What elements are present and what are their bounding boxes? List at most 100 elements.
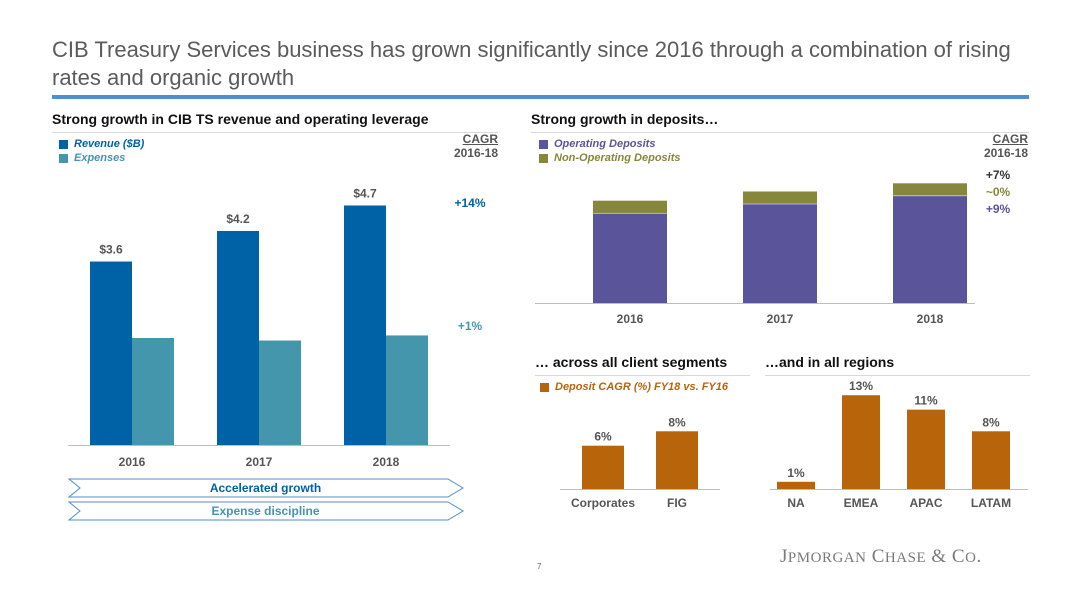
- revenue-bar: [217, 230, 259, 445]
- deposit-cagr-bar-label: 8%: [668, 415, 686, 429]
- revenue-bar-label: $4.2: [226, 212, 250, 226]
- logo-glyph: P: [787, 550, 797, 566]
- logo-glyph: H: [884, 550, 897, 566]
- operating-deposits-bar: [593, 212, 667, 303]
- revenue-bar: [90, 261, 132, 445]
- x-tick-label: APAC: [909, 496, 942, 510]
- logo-glyph: A: [896, 550, 908, 566]
- deposit-cagr-bar-label: 1%: [787, 466, 805, 480]
- x-tick-label: Corporates: [571, 496, 635, 510]
- revenue-expenses-chart: $3.6 2016 $4.2 2017 $4.7 2018: [68, 186, 450, 469]
- legend-item-non-operating: Non-Operating Deposits: [539, 151, 681, 165]
- non-operating-deposits-bar: [893, 183, 967, 196]
- company-logo-text: JPMORGAN CHASE & CO.: [780, 546, 982, 567]
- legend-label-revenue: Revenue ($B): [74, 138, 145, 150]
- deposits-cagr-operating: +9%: [985, 202, 1011, 216]
- legend-swatch-operating: [539, 139, 548, 149]
- x-tick-label: 2018: [373, 455, 400, 469]
- logo-glyph: O: [810, 550, 822, 566]
- deposits-cagr-total: +7%: [985, 168, 1011, 182]
- expenses-bar: [259, 340, 301, 445]
- arrow-band-expense: [68, 501, 464, 521]
- deposit-cagr-bar: [907, 409, 945, 489]
- logo-glyph: N: [855, 550, 867, 566]
- legend-swatch-revenue: [59, 139, 68, 149]
- deposit-cagr-bar: [842, 395, 880, 489]
- segments-section-heading: … across all client segments: [535, 354, 750, 376]
- non-operating-deposits-bar: [593, 200, 667, 213]
- legend-item-deposit-cagr: Deposit CAGR (%) FY18 vs. FY16: [540, 380, 728, 394]
- x-tick-label: 2017: [246, 455, 273, 469]
- company-logo: JPMORGAN CHASE & CO.: [780, 546, 982, 568]
- title-rule: [52, 95, 1029, 99]
- arrow-bands: [68, 478, 464, 521]
- operating-deposits-bar: [743, 203, 817, 303]
- x-tick-label: LATAM: [971, 496, 1011, 510]
- legend-swatch-non-operating: [539, 153, 548, 163]
- revenue-section-heading: Strong growth in CIB TS revenue and oper…: [52, 111, 498, 133]
- revenue-cagr-period: 2016-18: [453, 146, 498, 160]
- x-tick-label: EMEA: [844, 496, 879, 510]
- expenses-bar: [132, 337, 174, 445]
- x-tick-label: FIG: [667, 496, 687, 510]
- arrow-band-growth: [68, 478, 464, 498]
- slide-title: CIB Treasury Services business has grown…: [52, 37, 1011, 90]
- revenue-bar-label: $3.6: [99, 243, 123, 257]
- deposit-cagr-bar: [582, 445, 624, 489]
- deposit-cagr-bar-label: 6%: [594, 430, 612, 444]
- segments-legend: Deposit CAGR (%) FY18 vs. FY16: [540, 380, 728, 394]
- revenue-bar: [344, 205, 386, 445]
- non-operating-deposits-bar: [743, 191, 817, 204]
- logo-glyph: J: [780, 546, 788, 567]
- arrow-label-growth: Accelerated growth: [209, 481, 322, 495]
- logo-glyph: .: [976, 546, 982, 567]
- legend-swatch-expenses: [59, 153, 68, 163]
- x-tick-label: NA: [787, 496, 805, 510]
- logo-glyph: M: [796, 550, 811, 566]
- revenue-bar-label: $4.7: [353, 186, 377, 200]
- logo-glyph: R: [821, 550, 833, 566]
- expenses-cagr-value: +1%: [457, 319, 483, 333]
- deposit-cagr-bar: [656, 431, 698, 489]
- logo-glyph: E: [916, 550, 927, 566]
- legend-label-deposit-cagr: Deposit CAGR (%) FY18 vs. FY16: [555, 381, 728, 393]
- x-tick-label: 2016: [617, 312, 644, 326]
- expenses-bar: [386, 335, 428, 445]
- deposits-section-heading: Strong growth in deposits…: [531, 111, 1029, 133]
- x-tick-label: 2018: [917, 312, 944, 326]
- logo-glyph: C: [951, 546, 966, 567]
- deposit-cagr-bar: [777, 481, 815, 489]
- logo-glyph: G: [832, 550, 844, 566]
- logo-glyph: A: [843, 550, 856, 566]
- legend-item-expenses: Expenses: [59, 151, 144, 165]
- regions-section-heading: …and in all regions: [765, 354, 1030, 376]
- deposit-cagr-bar-label: 11%: [914, 394, 938, 408]
- x-tick-label: 2016: [119, 455, 146, 469]
- legend-label-non-operating: Non-Operating Deposits: [554, 152, 681, 164]
- revenue-cagr-value: +14%: [454, 196, 486, 210]
- revenue-cagr-label: CAGR: [462, 132, 498, 146]
- revenue-cagr-header: CAGR 2016-18: [430, 132, 498, 160]
- deposits-cagr-values: +7% ~0% +9%: [968, 167, 1028, 218]
- page-number: 7: [537, 562, 542, 571]
- operating-deposits-bar: [893, 195, 967, 303]
- arrow-label-expense: Expense discipline: [211, 504, 320, 518]
- regions-chart: 1% NA 13% EMEA 11% APAC 8% LATAM: [770, 379, 1028, 510]
- deposits-cagr-non-operating: ~0%: [985, 185, 1011, 199]
- deposits-cagr-header: CAGR 2016-18: [960, 132, 1028, 160]
- logo-glyph: &: [931, 546, 947, 567]
- deposits-cagr-period: 2016-18: [983, 146, 1028, 160]
- logo-glyph: S: [907, 550, 917, 566]
- legend-item-operating: Operating Deposits: [539, 137, 681, 151]
- deposits-chart: 2016 2017 2018: [535, 183, 975, 326]
- deposits-legend: Operating Deposits Non-Operating Deposit…: [539, 137, 681, 165]
- logo-glyph: O: [965, 550, 977, 566]
- logo-glyph: C: [871, 546, 885, 567]
- x-tick-label: 2017: [767, 312, 794, 326]
- legend-label-operating: Operating Deposits: [554, 138, 656, 150]
- deposits-cagr-label: CAGR: [992, 132, 1028, 146]
- legend-label-expenses: Expenses: [74, 152, 126, 164]
- deposit-cagr-bar-label: 8%: [982, 415, 1000, 429]
- deposit-cagr-bar-label: 13%: [849, 379, 873, 393]
- client-segments-chart: 6% Corporates 8% FIG: [560, 415, 720, 510]
